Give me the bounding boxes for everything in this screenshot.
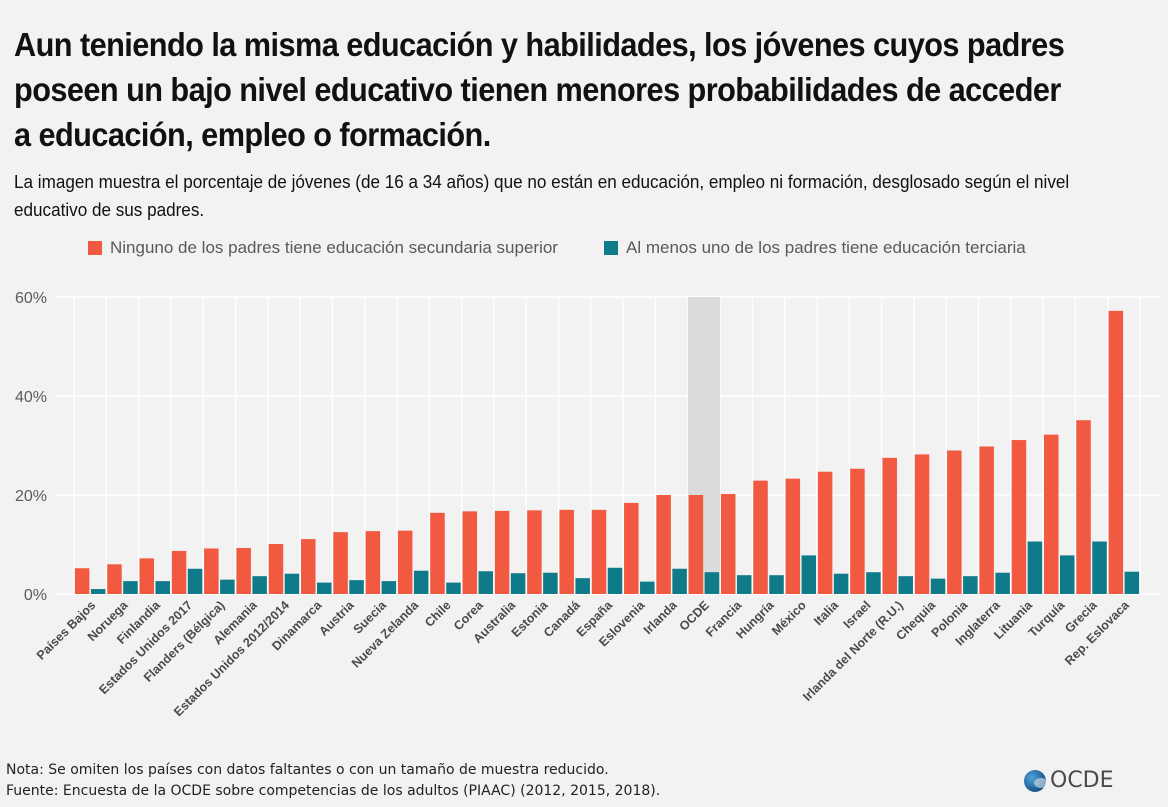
bar-parents-tertiary-education xyxy=(446,582,461,594)
legend-label-high: Al menos uno de los padres tiene educaci… xyxy=(626,238,1026,257)
chart-subtitle: La imagen muestra el porcentaje de jóven… xyxy=(14,172,1070,220)
bar-parents-tertiary-education xyxy=(1059,555,1075,594)
bar-parents-tertiary-education xyxy=(252,576,267,594)
bar-parents-tertiary-education xyxy=(1027,541,1043,594)
bar-parents-low-education xyxy=(333,532,348,594)
bar-parents-tertiary-education xyxy=(220,579,235,594)
bar-parents-low-education xyxy=(850,468,865,594)
bar-parents-tertiary-education xyxy=(898,576,913,594)
bar-parents-low-education xyxy=(656,495,671,594)
oecd-logo: OCDE xyxy=(1024,768,1114,793)
bar-parents-low-education xyxy=(720,494,736,594)
bar-parents-low-education xyxy=(494,510,510,594)
category-label: Turquía xyxy=(1026,597,1068,639)
bar-chart: 0%20%40%60%Países BajosNoruegaFinlandiaE… xyxy=(15,290,1160,719)
bar-parents-low-education xyxy=(171,550,187,594)
bar-parents-low-education xyxy=(1043,434,1059,594)
footnote-source: Fuente: Encuesta de la OCDE sobre compet… xyxy=(6,783,661,799)
bar-parents-low-education xyxy=(817,471,833,594)
bar-parents-tertiary-education xyxy=(155,581,171,594)
bar-parents-low-education xyxy=(947,450,962,594)
bar-parents-tertiary-education xyxy=(704,572,720,594)
bar-parents-low-education xyxy=(462,511,478,594)
bar-parents-tertiary-education xyxy=(672,568,687,594)
bar-parents-low-education xyxy=(688,495,704,594)
category-label: Chile xyxy=(422,598,454,630)
bar-parents-tertiary-education xyxy=(317,582,332,594)
bar-parents-tertiary-education xyxy=(963,576,978,594)
bar-parents-low-education xyxy=(74,568,90,594)
bar-parents-low-education xyxy=(1076,420,1091,594)
bar-parents-tertiary-education xyxy=(413,570,429,594)
legend-item-low: Ninguno de los padres tiene educación se… xyxy=(88,238,558,258)
bar-parents-low-education xyxy=(559,509,574,594)
bar-parents-low-education xyxy=(1108,310,1124,594)
bar-parents-tertiary-education xyxy=(607,567,623,594)
bar-parents-tertiary-education xyxy=(543,572,558,594)
bar-parents-low-education xyxy=(301,539,316,594)
bar-parents-low-education xyxy=(591,509,607,594)
bar-parents-low-education xyxy=(365,531,381,594)
bar-parents-tertiary-education xyxy=(381,581,397,594)
bar-parents-low-education xyxy=(527,510,542,594)
globe-icon xyxy=(1024,769,1048,792)
bar-parents-low-education xyxy=(624,502,639,594)
category-label: México xyxy=(769,598,809,638)
bar-parents-low-education xyxy=(236,547,251,594)
bar-parents-tertiary-education xyxy=(640,581,655,594)
bar-parents-low-education xyxy=(268,544,284,594)
bar-parents-low-education xyxy=(430,512,445,594)
bar-parents-low-education xyxy=(397,530,413,594)
bar-parents-tertiary-education xyxy=(833,573,849,594)
bar-parents-tertiary-education xyxy=(575,578,590,594)
bar-parents-tertiary-education xyxy=(995,572,1010,594)
bar-parents-tertiary-education xyxy=(801,555,817,594)
bar-parents-tertiary-education xyxy=(510,573,526,594)
legend: Ninguno de los padres tiene educación se… xyxy=(0,238,1168,266)
footnote-note: Nota: Se omiten los países con datos fal… xyxy=(6,762,609,778)
legend-item-high: Al menos uno de los padres tiene educaci… xyxy=(604,238,1026,258)
bar-parents-low-education xyxy=(1011,440,1027,594)
legend-swatch-high xyxy=(604,241,618,255)
bar-parents-tertiary-education xyxy=(349,580,364,594)
chart-title: Aun teniendo la misma educación y habili… xyxy=(14,26,1065,153)
y-tick-label: 60% xyxy=(15,290,47,307)
logo-text: OCDE xyxy=(1050,768,1114,793)
bar-parents-low-education xyxy=(204,548,219,594)
bar-parents-tertiary-education xyxy=(90,589,106,594)
y-tick-label: 40% xyxy=(15,389,47,406)
bar-parents-tertiary-education xyxy=(736,575,752,594)
legend-label-low: Ninguno de los padres tiene educación se… xyxy=(110,238,558,257)
bar-parents-tertiary-education xyxy=(769,575,784,594)
category-label: Irlanda xyxy=(641,597,681,637)
bar-parents-low-education xyxy=(785,478,801,594)
bar-parents-low-education xyxy=(882,457,897,594)
category-label: Austria xyxy=(316,597,357,638)
bar-parents-tertiary-education xyxy=(123,581,138,594)
bar-parents-tertiary-education xyxy=(930,578,946,594)
bar-parents-low-education xyxy=(914,454,930,594)
y-tick-label: 0% xyxy=(24,587,47,604)
bar-parents-tertiary-education xyxy=(866,572,881,594)
bar-parents-tertiary-education xyxy=(284,573,300,594)
legend-swatch-low xyxy=(88,241,102,255)
bar-parents-low-education xyxy=(139,558,155,594)
bar-parents-low-education xyxy=(753,480,768,594)
bar-parents-tertiary-education xyxy=(478,571,494,594)
bar-parents-tertiary-education xyxy=(1092,541,1107,594)
bar-parents-tertiary-education xyxy=(1124,571,1140,594)
y-tick-label: 20% xyxy=(15,488,47,505)
bar-parents-low-education xyxy=(107,564,122,594)
category-label: Italia xyxy=(811,597,842,628)
bar-parents-tertiary-education xyxy=(187,568,203,594)
bar-parents-low-education xyxy=(979,446,994,594)
